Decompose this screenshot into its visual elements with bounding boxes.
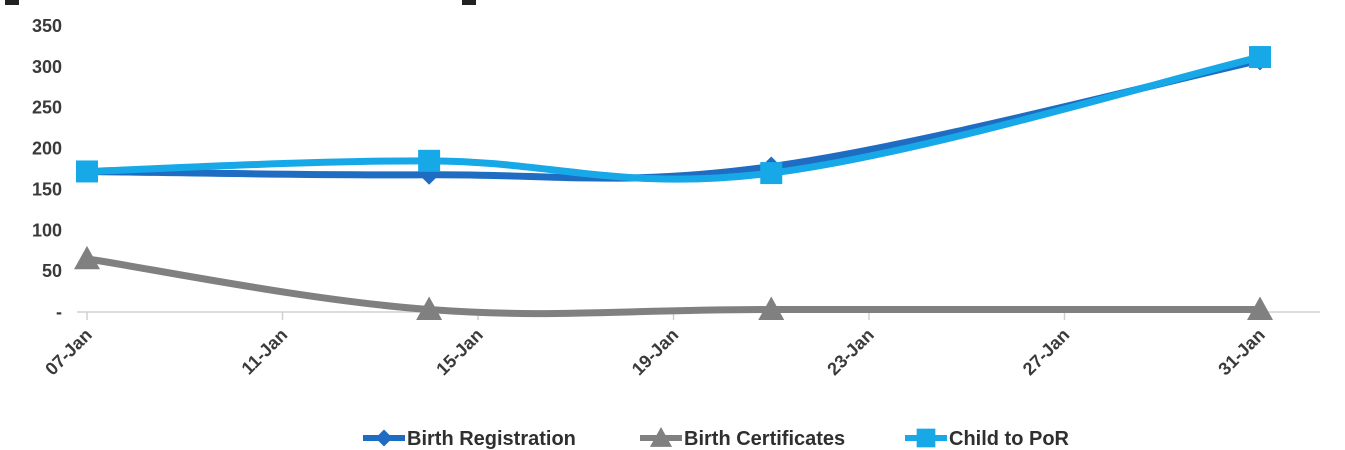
- y-tick-label: 100: [32, 220, 62, 240]
- clipped-title: [5, 0, 476, 5]
- data-point-birth-certificates: [758, 296, 785, 320]
- title-fragment-1: [5, 0, 19, 5]
- series-line-child-to-por: [83, 53, 1264, 183]
- series-line-birth-certificates: [83, 255, 1264, 318]
- data-point-child-to-por: [1249, 46, 1271, 69]
- x-tick-label: 23-Jan: [823, 325, 877, 379]
- data-point-child-to-por: [76, 160, 98, 183]
- legend-label-birth-certificates: Birth Certificates: [684, 428, 845, 450]
- series-lines: [83, 53, 1264, 318]
- y-tick-label: 300: [32, 57, 62, 77]
- data-point-birth-certificates: [416, 296, 443, 320]
- data-point-child-to-por: [418, 149, 441, 172]
- y-tick-label: 250: [32, 98, 62, 118]
- x-tick-label: 19-Jan: [628, 325, 682, 379]
- legend-marker-child-to-por: [916, 428, 936, 448]
- axes: - 50 100 150 200 250 300 350 07-Jan 11-Jan 15-Jan 1…: [32, 16, 1320, 379]
- x-tick-label: 27-Jan: [1019, 325, 1073, 379]
- title-fragment-2: [462, 0, 476, 5]
- data-point-birth-certificates: [74, 245, 100, 270]
- y-tick-label: 200: [32, 139, 62, 159]
- data-point-child-to-por: [760, 162, 783, 185]
- x-tick-label: 31-Jan: [1214, 325, 1268, 379]
- legend: Birth Registration Birth Certificates Chil…: [363, 426, 1070, 450]
- y-tick-label: 350: [32, 16, 62, 36]
- y-tick-label: -: [56, 302, 62, 322]
- x-tick-label: 11-Jan: [238, 325, 292, 379]
- x-tick-label: 15-Jan: [432, 325, 486, 379]
- data-point-birth-certificates: [1247, 296, 1273, 320]
- series-markers: [74, 46, 1273, 320]
- legend-marker-birth-registration: [375, 429, 393, 447]
- series-line-birth-registration: [83, 56, 1264, 182]
- legend-label-child-to-por: Child to PoR: [949, 428, 1070, 450]
- legend-label-birth-registration: Birth Registration: [407, 428, 576, 450]
- x-tick-label: 07-Jan: [41, 325, 95, 379]
- y-tick-label: 50: [42, 261, 62, 281]
- y-tick-label: 150: [32, 179, 62, 199]
- legend-marker-birth-certificates: [649, 426, 673, 447]
